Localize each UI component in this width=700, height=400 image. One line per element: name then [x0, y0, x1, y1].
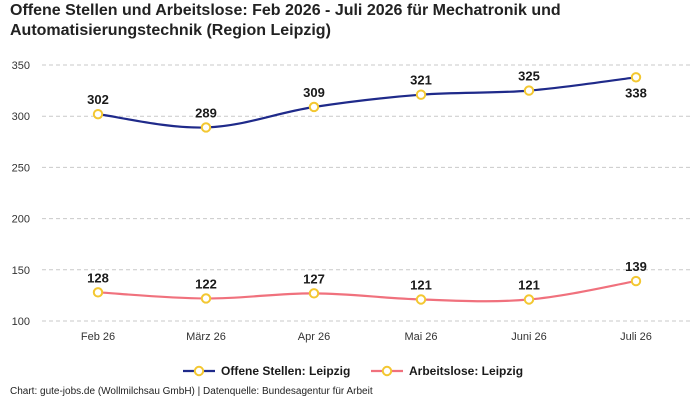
x-tick-label: Feb 26 [81, 331, 115, 343]
data-point [308, 288, 320, 299]
y-tick-label: 350 [12, 60, 30, 72]
legend-label: Arbeitslose: Leipzig [409, 364, 523, 378]
x-axis-ticks: Feb 26 März 26 Apr 26 Mai 26 Juni 26 Juli 26 [81, 331, 652, 343]
data-point [523, 85, 535, 96]
data-point [523, 294, 535, 305]
data-point [92, 287, 104, 298]
y-tick-label: 200 [12, 214, 30, 226]
data-point [415, 294, 427, 305]
data-label: 325 [518, 69, 540, 84]
data-label: 139 [625, 259, 647, 274]
series-line-1 [97, 279, 637, 303]
legend: Offene Stellen: Leipzig Arbeitslose: Leip… [183, 364, 523, 378]
chart-title: Offene Stellen und Arbeitslose: Feb 2026… [10, 2, 561, 39]
data-point [308, 101, 320, 113]
data-point [415, 89, 427, 100]
data-label: 338 [625, 85, 647, 100]
data-point [92, 108, 104, 120]
x-tick-label: Juli 26 [620, 331, 652, 343]
y-tick-label: 250 [12, 162, 30, 174]
x-tick-label: Mai 26 [404, 331, 437, 343]
series-lines [97, 76, 637, 303]
chart-source-note: Chart: gute-jobs.de (Wollmilchsau GmbH) … [10, 386, 373, 397]
data-label: 128 [87, 270, 109, 285]
y-axis-ticks: 100 150 200 250 300 350 [12, 60, 30, 328]
x-tick-label: Apr 26 [298, 331, 330, 343]
data-label: 122 [195, 276, 217, 291]
data-point [200, 293, 212, 304]
legend-label: Offene Stellen: Leipzig [221, 364, 350, 378]
data-point [200, 122, 212, 133]
data-label: 121 [410, 277, 432, 292]
y-tick-label: 300 [12, 111, 30, 123]
x-tick-label: Juni 26 [511, 331, 546, 343]
data-points [92, 72, 642, 305]
data-point [630, 72, 642, 83]
legend-marker [381, 365, 393, 377]
data-label: 321 [410, 73, 432, 88]
data-label: 127 [303, 271, 325, 286]
data-point [630, 275, 642, 287]
y-tick-label: 150 [12, 265, 30, 277]
legend-marker [193, 365, 205, 377]
data-label: 121 [518, 277, 540, 292]
y-tick-label: 100 [12, 316, 30, 328]
x-tick-label: März 26 [186, 331, 226, 343]
data-label: 289 [195, 105, 217, 120]
data-label: 302 [87, 92, 109, 107]
data-label: 309 [303, 85, 325, 100]
data-labels: 302 289 309 321 325 338 128 122 127 121 121 139 [87, 69, 647, 293]
series-line-0 [97, 76, 637, 129]
gridlines [42, 64, 692, 322]
